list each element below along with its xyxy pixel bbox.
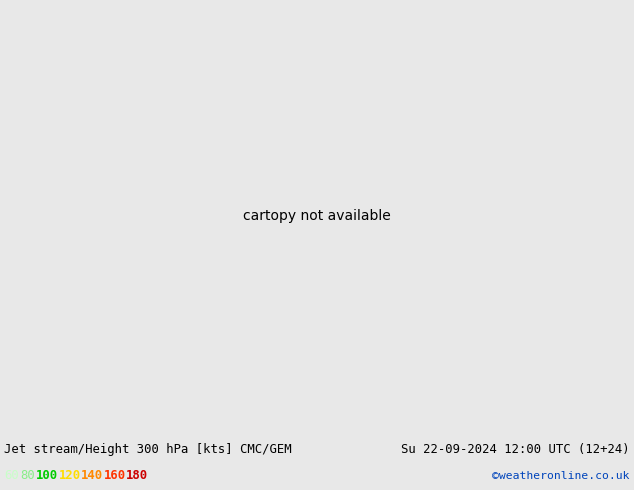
Text: 120: 120	[58, 469, 81, 483]
Text: 160: 160	[103, 469, 126, 483]
Text: 140: 140	[81, 469, 103, 483]
Text: 180: 180	[126, 469, 148, 483]
Text: 100: 100	[36, 469, 58, 483]
Text: cartopy not available: cartopy not available	[243, 209, 391, 222]
Text: Jet stream/Height 300 hPa [kts] CMC/GEM: Jet stream/Height 300 hPa [kts] CMC/GEM	[4, 443, 292, 456]
Text: Su 22-09-2024 12:00 UTC (12+24): Su 22-09-2024 12:00 UTC (12+24)	[401, 443, 630, 456]
Text: 60: 60	[4, 469, 19, 483]
Text: ©weatheronline.co.uk: ©weatheronline.co.uk	[493, 471, 630, 481]
Text: 80: 80	[20, 469, 35, 483]
